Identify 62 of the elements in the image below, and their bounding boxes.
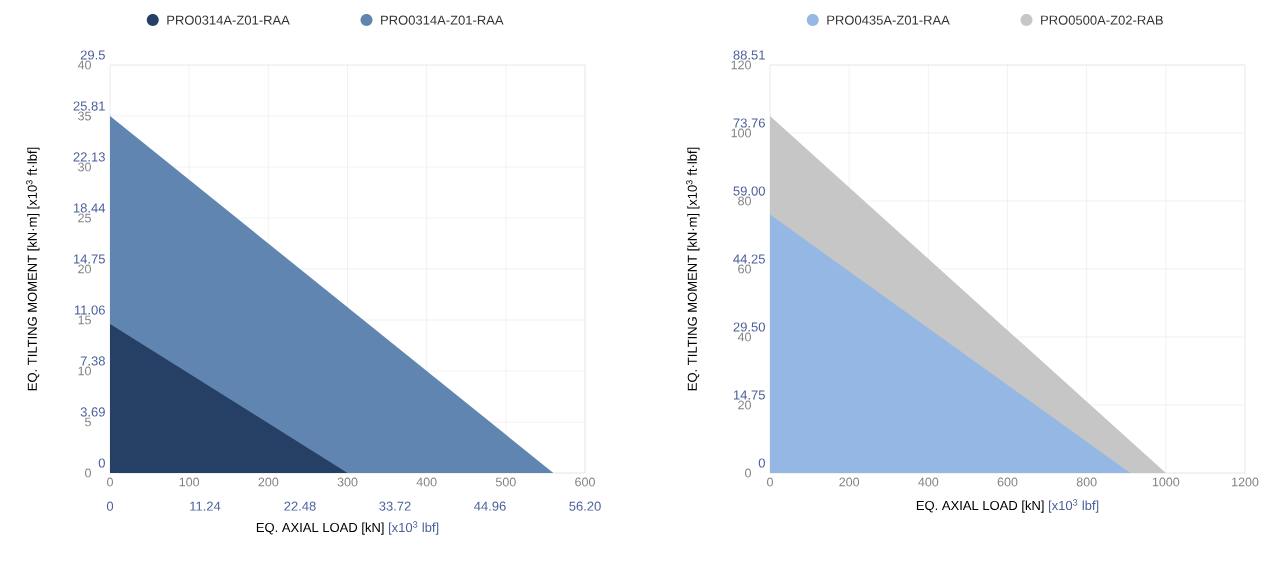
y2-tick-label: 88.51	[733, 50, 765, 60]
x2-tick-label: 0	[106, 501, 114, 511]
y-axis-title: EQ. TILTING MOMENT [kN·m] [x10$^{3}$ ft·lbf]	[686, 147, 700, 391]
x-tick-label: 200	[839, 477, 860, 487]
y-tick-label: 120	[731, 60, 751, 70]
x-tick-label: 400	[416, 477, 437, 487]
y2-tick-label: 22.13	[73, 152, 105, 162]
x-tick-label: 600	[997, 477, 1018, 487]
y2-tick-label: 25.81	[73, 101, 105, 111]
y-tick-label: 30	[78, 162, 91, 172]
x-tick-label: 1000	[1152, 477, 1180, 487]
y2-tick-label: 29.5	[80, 50, 105, 60]
x2-axis-title: [x10$^{3}$ lbf]	[1049, 499, 1099, 513]
y2-tick-label: 0	[758, 458, 765, 468]
y-tick-label: 35	[78, 111, 91, 121]
x2-tick-label: 11.24	[190, 501, 221, 511]
y-tick-label: 0	[85, 468, 91, 478]
legend-label: PRO0500A-Z02-RAB	[1041, 15, 1163, 25]
x-tick-label: 100	[179, 477, 200, 487]
y-axis-title: EQ. TILTING MOMENT [kN·m] [x10$^{3}$ ft·lbf]	[26, 147, 40, 391]
y-tick-label: 100	[731, 128, 751, 138]
y2-tick-label: 73.76	[733, 118, 765, 128]
y-tick-label: 20	[78, 264, 91, 274]
x-tick-label: 0	[107, 477, 113, 487]
y2-tick-label: 29.50	[733, 322, 765, 332]
y-tick-label: 60	[738, 264, 751, 274]
y2-tick-label: 18.44	[73, 203, 106, 213]
x-tick-label: 200	[258, 477, 279, 487]
x-axis-title: EQ. AXIAL LOAD [kN]	[916, 500, 1044, 513]
y-tick-label: 0	[745, 468, 751, 478]
x-tick-label: 0	[767, 477, 773, 487]
x-tick-label: 500	[495, 477, 516, 487]
y2-tick-label: 3.69	[80, 407, 105, 417]
y2-tick-label: 7.38	[80, 356, 105, 366]
x-tick-label: 300	[337, 477, 358, 487]
x-tick-label: 400	[918, 477, 939, 487]
y2-tick-label: 14.75	[73, 254, 105, 264]
y2-tick-label: 11.06	[74, 305, 105, 315]
x-tick-label: 1200	[1232, 477, 1259, 487]
legend-label: PRO0314A-Z01-RAA	[167, 15, 290, 25]
y-tick-label: 10	[78, 366, 91, 376]
legend-label: PRO0435A-Z01-RAA	[827, 15, 950, 25]
y-tick-label: 15	[78, 315, 91, 325]
y-tick-label: 25	[78, 213, 91, 223]
x2-tick-label: 56.20	[569, 501, 601, 511]
x2-tick-label: 33.72	[379, 501, 411, 511]
x-tick-label: 800	[1076, 477, 1097, 487]
x-axis-title: EQ. AXIAL LOAD [kN]	[256, 522, 384, 535]
x2-axis-title: [x10$^{3}$ lbf]	[388, 521, 439, 535]
y2-tick-label: 59.00	[733, 186, 765, 196]
y-tick-label: 80	[738, 196, 751, 206]
x2-tick-label: 22.48	[284, 501, 316, 511]
y-tick-label: 40	[737, 332, 751, 342]
x-tick-label: 600	[575, 477, 595, 487]
y2-tick-label: 44.25	[733, 254, 765, 264]
y2-tick-label: 0	[98, 458, 105, 468]
y2-tick-label: 14.75	[733, 390, 765, 400]
x2-tick-label: 44.96	[474, 501, 506, 511]
y-tick-label: 40	[77, 60, 91, 70]
y-tick-label: 20	[738, 400, 751, 410]
legend-label: PRO0314A-Z01-RAA	[381, 15, 504, 25]
y-tick-label: 5	[85, 417, 91, 427]
